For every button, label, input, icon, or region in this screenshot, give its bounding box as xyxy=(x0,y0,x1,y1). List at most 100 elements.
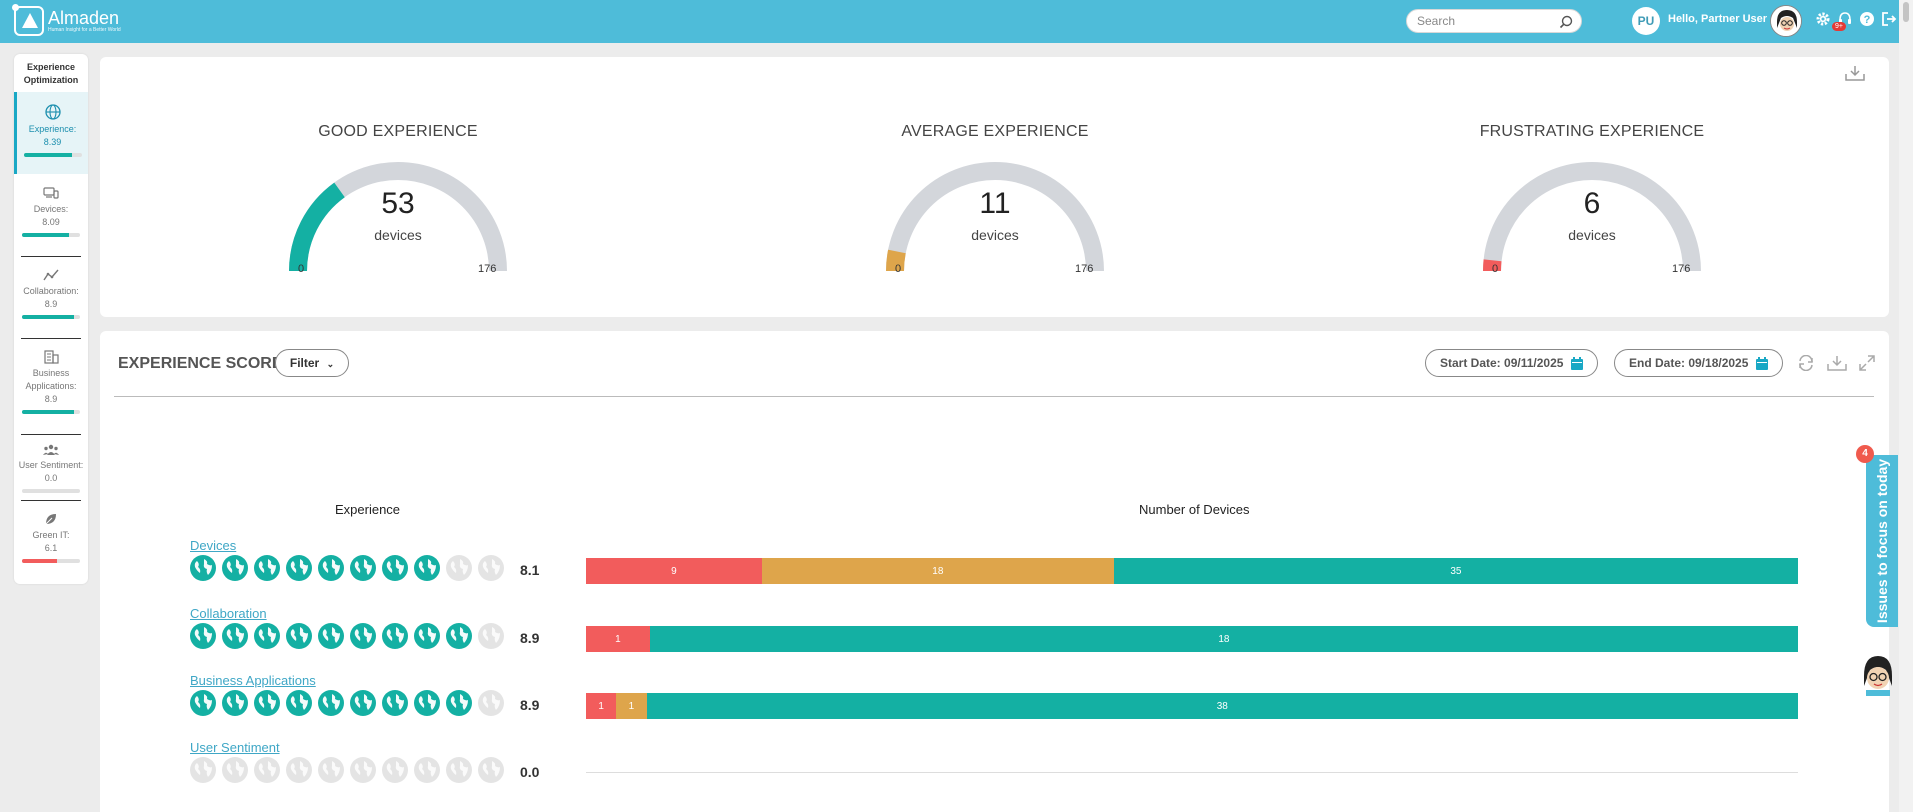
gauge-good-experience: GOOD EXPERIENCE 53 devices 0 176 xyxy=(278,123,518,293)
sidebar-item-experience[interactable]: Experience: 8.39 xyxy=(14,92,88,174)
sidebar: Experience Optimization Experience: 8.39… xyxy=(14,54,88,584)
download-icon[interactable] xyxy=(1845,65,1865,81)
issues-tab[interactable] xyxy=(1866,455,1898,627)
sidebar-item-value: 8.9 xyxy=(44,299,58,309)
globe-icon xyxy=(350,757,376,783)
section-title: EXPERIENCE SCORE xyxy=(118,355,283,372)
globe-icon xyxy=(190,757,216,783)
issues-count-badge: 4 xyxy=(1856,445,1874,463)
page-scrollbar[interactable] xyxy=(1899,0,1913,812)
gauge-unit: devices xyxy=(971,227,1019,243)
row-link-user-sentiment[interactable]: User Sentiment xyxy=(190,740,280,755)
sidebar-item-collaboration[interactable]: Collaboration: 8.9 xyxy=(14,268,88,319)
collaboration-icon xyxy=(43,269,59,281)
app-logo[interactable]: Almaden Human Insight for a Better World xyxy=(12,4,121,36)
gauge-title: FRUSTRATING EXPERIENCE xyxy=(1479,123,1705,140)
globe-icon xyxy=(190,623,216,649)
gear-icon[interactable] xyxy=(1815,11,1831,27)
users-icon xyxy=(43,444,59,455)
globe-icon xyxy=(350,623,376,649)
start-date-picker[interactable]: Start Date: 09/11/2025 xyxy=(1425,349,1599,377)
sidebar-item-value: 0.0 xyxy=(44,473,58,483)
notification-badge[interactable]: 9+ xyxy=(1832,22,1846,31)
logout-icon[interactable] xyxy=(1881,11,1897,27)
globe-icon xyxy=(446,757,472,783)
bar-segment[interactable]: 9 xyxy=(586,558,762,584)
gauge-value: 6 xyxy=(1583,187,1601,220)
score-row: Collaboration 8.9 1 18 xyxy=(100,606,1889,656)
globe-icon xyxy=(286,757,312,783)
globe-icon xyxy=(478,757,504,783)
gauge-min: 0 xyxy=(1492,263,1499,275)
sidebar-item-label: Business Applications: xyxy=(25,368,77,391)
row-link-devices[interactable]: Devices xyxy=(190,538,237,553)
globe-icon xyxy=(318,623,344,649)
devices-stacked-bar: 1 1 38 xyxy=(586,693,1798,719)
sidebar-item-business-applications[interactable]: Business Applications: 8.9 xyxy=(14,350,88,414)
issues-tab-label[interactable]: Issues to focus on today xyxy=(1874,458,1891,624)
globe-icon xyxy=(254,623,280,649)
sidebar-progress xyxy=(22,233,80,237)
globe-icon xyxy=(382,690,408,716)
gauge-max: 176 xyxy=(1075,263,1094,275)
gauge-title: AVERAGE EXPERIENCE xyxy=(901,123,1089,140)
start-date-label: Start Date: 09/11/2025 xyxy=(1440,356,1564,370)
sidebar-header: Experience Optimization xyxy=(23,62,79,85)
sidebar-progress xyxy=(22,410,80,414)
devices-icon xyxy=(43,187,59,199)
help-icon[interactable]: ? xyxy=(1859,11,1875,27)
header-divider xyxy=(114,396,1874,397)
bar-segment[interactable]: 1 xyxy=(616,693,647,719)
search-icon[interactable] xyxy=(1559,15,1573,29)
sidebar-item-devices[interactable]: Devices: 8.09 xyxy=(14,186,88,237)
globe-icon xyxy=(446,623,472,649)
globe-icon xyxy=(222,623,248,649)
expand-icon[interactable] xyxy=(1859,355,1875,371)
row-link-business-applications[interactable]: Business Applications xyxy=(190,673,316,688)
row-link-collaboration[interactable]: Collaboration xyxy=(190,606,267,621)
row-score: 8.9 xyxy=(520,697,540,713)
bar-segment[interactable]: 18 xyxy=(649,626,1798,652)
end-date-picker[interactable]: End Date: 09/18/2025 xyxy=(1614,349,1784,377)
bar-segment[interactable]: 38 xyxy=(646,693,1798,719)
globe-icon xyxy=(414,623,440,649)
empty-bar-baseline xyxy=(586,772,1798,773)
user-avatar[interactable] xyxy=(1770,5,1802,37)
sidebar-item-value: 8.39 xyxy=(43,137,62,147)
globe-icon xyxy=(414,690,440,716)
sidebar-item-user-sentiment[interactable]: User Sentiment: 0.0 xyxy=(14,432,88,493)
filter-button[interactable]: Filter ⌄ xyxy=(275,349,349,377)
search-input[interactable] xyxy=(1417,14,1557,28)
gauge-arc xyxy=(886,162,1104,272)
bar-segment[interactable]: 35 xyxy=(1113,558,1798,584)
assistant-avatar-icon[interactable] xyxy=(1858,652,1898,696)
bar-segment[interactable]: 1 xyxy=(586,693,617,719)
scrollbar-thumb[interactable] xyxy=(1903,2,1909,22)
devices-stacked-bar: 1 18 xyxy=(586,626,1798,652)
score-row: User Sentiment 0.0 xyxy=(100,740,1889,790)
globe-icon xyxy=(382,757,408,783)
sidebar-item-green-it[interactable]: Green IT: 6.1 xyxy=(14,512,88,563)
column-header-experience: Experience xyxy=(335,502,401,517)
sidebar-item-label: Devices: xyxy=(33,204,69,214)
gauge-arc xyxy=(1483,162,1701,272)
user-greeting[interactable]: Hello, Partner User xyxy=(1668,13,1768,25)
gauge-value: 11 xyxy=(979,187,1011,220)
filter-label: Filter xyxy=(289,356,320,370)
user-initials-avatar[interactable]: PU xyxy=(1632,7,1660,35)
sidebar-item-label: Collaboration: xyxy=(23,286,79,296)
bar-segment[interactable]: 1 xyxy=(586,626,650,652)
score-row: Business Applications 8.9 1 1 38 xyxy=(100,673,1889,723)
app-name: Almaden xyxy=(48,7,120,28)
sidebar-divider xyxy=(21,500,81,501)
globe-icon xyxy=(44,104,61,120)
score-row: Devices 8.1 9 18 35 xyxy=(100,538,1889,588)
download-icon[interactable] xyxy=(1827,355,1847,371)
globe-icon xyxy=(350,690,376,716)
gauge-average-experience: AVERAGE EXPERIENCE 11 devices 0 176 xyxy=(875,123,1115,293)
refresh-icon[interactable] xyxy=(1797,355,1815,371)
sidebar-item-label: Green IT: xyxy=(32,530,70,540)
globe-icon xyxy=(382,623,408,649)
gauge-frustrating-experience: FRUSTRATING EXPERIENCE 6 devices 0 176 xyxy=(1472,123,1712,293)
bar-segment[interactable]: 18 xyxy=(761,558,1114,584)
